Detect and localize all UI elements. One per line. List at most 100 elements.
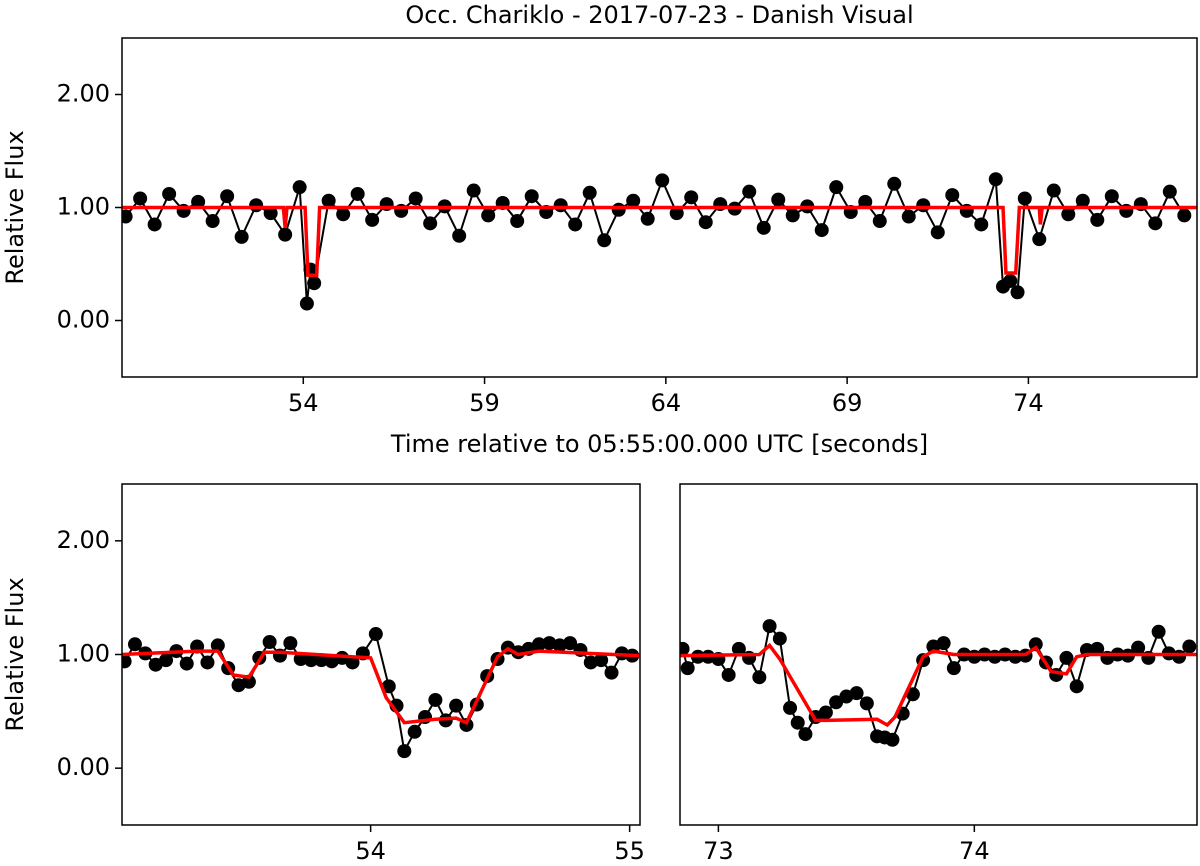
- data-point: [1017, 191, 1032, 206]
- data-point: [936, 636, 951, 651]
- data-point: [321, 193, 336, 208]
- data-point: [1172, 649, 1187, 664]
- plot-area: [122, 627, 640, 759]
- x-tick-label: 59: [469, 389, 500, 417]
- data-point: [1131, 640, 1146, 655]
- data-point: [147, 217, 162, 232]
- data-point: [293, 652, 308, 667]
- data-point: [336, 207, 351, 222]
- data-point: [299, 296, 314, 311]
- data-point: [684, 190, 699, 205]
- model-line: [122, 646, 640, 725]
- data-point: [742, 184, 757, 199]
- data-point: [731, 641, 746, 656]
- data-point: [1090, 641, 1105, 656]
- data-point: [220, 189, 235, 204]
- data-point: [307, 276, 322, 291]
- data-point: [1148, 216, 1163, 231]
- data-point: [1075, 193, 1090, 208]
- data-point: [122, 654, 132, 669]
- y-tick-label: 0.00: [57, 306, 110, 334]
- data-point: [205, 214, 220, 229]
- y-axis-label: Relative Flux: [1, 577, 29, 731]
- data-point: [200, 655, 215, 670]
- data-point: [640, 211, 655, 226]
- y-tick-label: 1.00: [57, 193, 110, 221]
- data-point: [1177, 208, 1192, 223]
- data-point: [916, 198, 931, 213]
- data-point: [1069, 679, 1084, 694]
- data-point: [1151, 624, 1166, 639]
- data-point: [350, 186, 365, 201]
- data-point: [859, 696, 874, 711]
- data-point: [604, 665, 619, 680]
- data-point: [262, 634, 277, 649]
- data-point: [1003, 273, 1018, 288]
- data-point: [752, 670, 767, 685]
- data-point: [829, 180, 844, 195]
- y-tick-label: 2.00: [57, 80, 110, 108]
- x-tick-label: 73: [703, 837, 734, 865]
- data-point: [179, 656, 194, 671]
- data-point: [988, 172, 1003, 187]
- data-point: [721, 667, 736, 682]
- data-point: [611, 202, 626, 217]
- data-point: [1182, 639, 1197, 654]
- data-point: [381, 679, 396, 694]
- data-point: [885, 732, 900, 747]
- axes-frame: [121, 37, 1198, 378]
- data-point: [901, 209, 916, 224]
- data-point: [829, 695, 844, 710]
- data-point: [568, 217, 583, 232]
- data-point: [974, 217, 989, 232]
- data-point: [798, 727, 813, 742]
- y-tick-label: 1.00: [57, 640, 110, 668]
- data-point: [278, 227, 293, 242]
- data-point: [159, 653, 174, 668]
- data-point: [698, 215, 713, 230]
- axes-frame: [121, 483, 641, 826]
- data-point: [887, 176, 902, 191]
- data-point: [531, 637, 546, 652]
- y-tick-label: 0.00: [57, 753, 110, 781]
- data-point: [345, 655, 360, 670]
- data-point: [814, 223, 829, 238]
- data-point: [785, 208, 800, 223]
- data-point: [1059, 650, 1074, 665]
- data-point: [790, 715, 805, 730]
- data-point: [930, 225, 945, 240]
- data-point: [783, 700, 798, 715]
- x-tick-label: 74: [959, 837, 990, 865]
- data-point: [249, 198, 264, 213]
- x-tick-label: 74: [1013, 389, 1044, 417]
- data-point: [428, 692, 443, 707]
- data-point: [1162, 184, 1177, 199]
- x-tick-label: 54: [288, 389, 319, 417]
- data-point: [582, 185, 597, 200]
- data-point: [1032, 232, 1047, 247]
- data-point: [368, 627, 383, 642]
- data-point: [397, 744, 412, 759]
- data-point: [762, 619, 777, 634]
- y-axis-label: Relative Flux: [1, 130, 29, 284]
- data-point: [680, 661, 695, 676]
- data-point: [122, 209, 133, 224]
- data-point: [407, 724, 422, 739]
- data-point: [1090, 212, 1105, 227]
- data-point: [191, 194, 206, 209]
- data-point: [756, 220, 771, 235]
- data-point: [449, 698, 464, 713]
- data-point: [304, 653, 319, 668]
- data-point: [945, 188, 960, 203]
- y-tick-label: 2.00: [57, 526, 110, 554]
- data-point: [283, 636, 298, 651]
- data-point: [680, 641, 690, 656]
- data-point: [563, 636, 578, 651]
- data-point: [234, 229, 249, 244]
- data-point: [466, 183, 481, 198]
- data-point: [162, 186, 177, 201]
- axes-frame: [679, 483, 1198, 826]
- data-point: [263, 206, 278, 221]
- data-point: [626, 193, 641, 208]
- x-tick-label: 64: [651, 389, 682, 417]
